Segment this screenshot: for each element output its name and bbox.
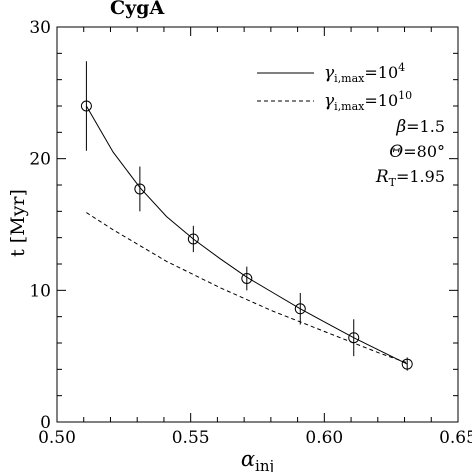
legend-parameter-subscript: T <box>389 176 397 189</box>
x-tick-label: 0.60 <box>305 428 343 448</box>
data-point <box>80 100 92 112</box>
legend-parameter: β=1.5 <box>395 117 445 137</box>
data-point <box>294 303 306 315</box>
axes: 0.50 0.55 0.60 0.65 0 10 20 30 αinj <box>29 18 472 472</box>
plot-frame <box>56 26 459 423</box>
data-point <box>241 272 253 284</box>
x-tick-label: 0.55 <box>172 428 210 448</box>
y-tick-label: 10 <box>29 281 51 301</box>
x-axis-label-symbol: α <box>241 447 255 471</box>
legend-parameter-symbol: β <box>395 117 406 137</box>
x-tick-label: 0.50 <box>38 428 76 448</box>
legend-entry-text: =10 <box>364 63 398 82</box>
legend-entry: γi,max=104 <box>324 61 405 85</box>
data-point <box>187 233 199 245</box>
legend-parameter: RT=1.95 <box>375 167 445 189</box>
data-point <box>401 358 413 370</box>
y-axis-label: t [Myr] <box>7 189 29 257</box>
legend-entry-subscript: i,max <box>334 100 365 113</box>
x-tick-label: 0.65 <box>439 428 472 448</box>
data-point <box>348 332 360 344</box>
legend-entry-subscript: i,max <box>334 72 365 85</box>
legend-entry-superscript: 10 <box>398 89 412 102</box>
y-tick-label: 20 <box>29 150 51 170</box>
x-axis-label: αinj <box>241 447 274 472</box>
legend-entry-text: =10 <box>364 91 398 110</box>
legend-entry-superscript: 4 <box>398 61 405 74</box>
y-tick-label: 30 <box>29 18 51 38</box>
legend-parameter-text: =1.95 <box>396 167 445 186</box>
legend-parameter-text: =1.5 <box>406 117 445 136</box>
legend-parameter-symbol: R <box>375 167 389 187</box>
legend-entry: γi,max=1010 <box>324 89 412 113</box>
chart-title: CygA <box>110 0 164 19</box>
data-point <box>134 183 146 195</box>
legend-parameter-symbol: Θ <box>389 142 403 162</box>
legend-entry-symbol: γ <box>324 63 335 83</box>
legend-parameter-text: =80° <box>403 142 445 161</box>
x-axis-label-subscript: inj <box>255 457 274 472</box>
legend-entry-symbol: γ <box>324 91 335 111</box>
data-marks <box>80 61 413 371</box>
dashed-series-line <box>86 212 408 364</box>
plot-area <box>56 26 459 423</box>
legend-parameter: Θ=80° <box>389 142 445 162</box>
y-tick-label: 0 <box>40 413 51 433</box>
